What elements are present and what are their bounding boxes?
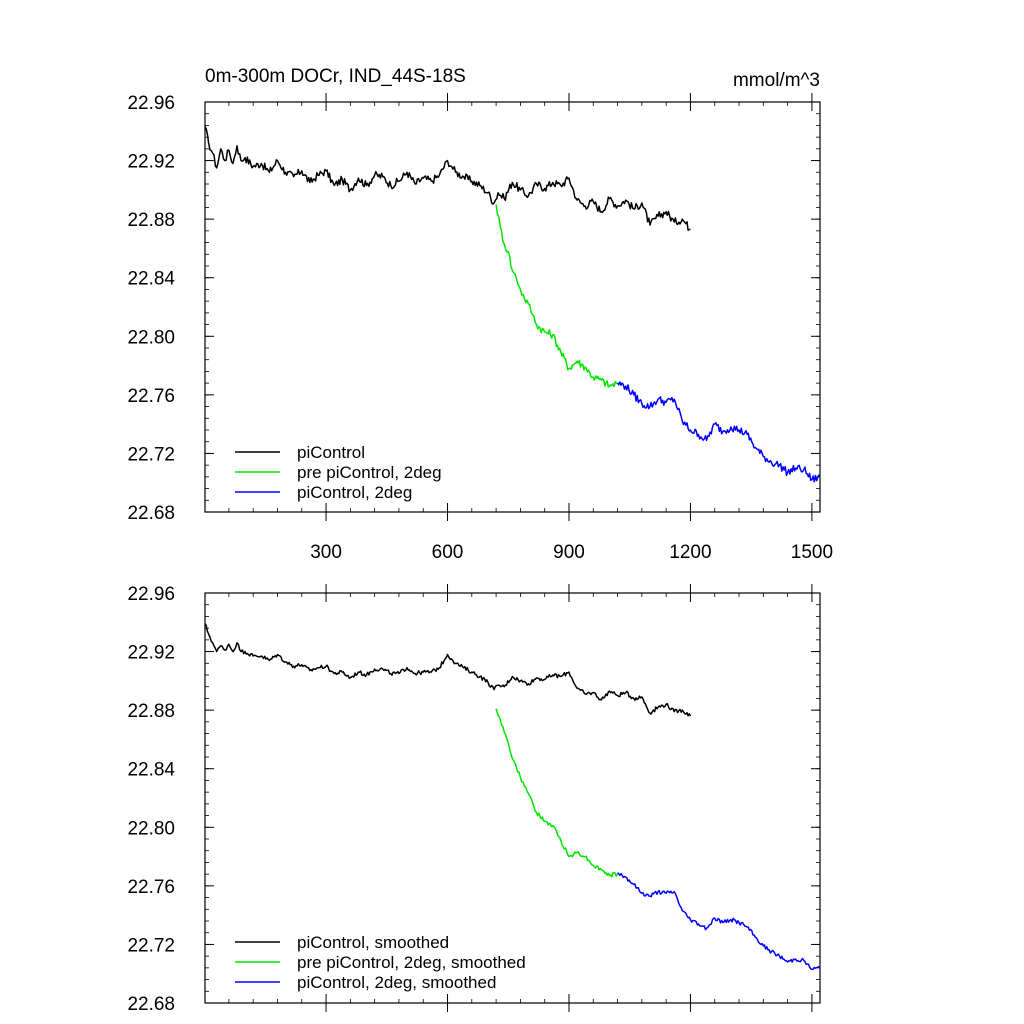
legend-label: piControl, 2deg, smoothed bbox=[297, 973, 496, 992]
bottom-panel: 22.96 22.92 22.88 22.84 22.80 22.76 22.72 22.68… bbox=[127, 584, 821, 1015]
series-line bbox=[616, 381, 821, 483]
x-tick-label: 300 bbox=[310, 542, 342, 563]
y-tick-label: 22.96 bbox=[127, 93, 175, 114]
y-tick-label: 22.68 bbox=[127, 994, 175, 1015]
y-tick-label: 22.68 bbox=[127, 503, 175, 524]
plot-frame bbox=[204, 101, 821, 513]
series-line bbox=[204, 126, 691, 231]
y-tick-label: 22.84 bbox=[127, 760, 175, 781]
y-tick-label: 22.84 bbox=[127, 269, 175, 290]
top-panel: 0m-300m DOCr, IND_44S-18S mmol/m^3 22.96… bbox=[127, 66, 833, 563]
series-line bbox=[495, 708, 619, 878]
y-tick-label: 22.80 bbox=[127, 818, 175, 839]
y-tick-label: 22.88 bbox=[127, 210, 175, 231]
y-tick-label: 22.96 bbox=[127, 584, 175, 605]
y-tick-label: 22.80 bbox=[127, 327, 175, 348]
legend-label: piControl, smoothed bbox=[297, 933, 449, 952]
chart-title: 0m-300m DOCr, IND_44S-18S bbox=[205, 66, 466, 87]
y-tick-label: 22.92 bbox=[127, 152, 175, 173]
y-tick-label: 22.76 bbox=[127, 877, 175, 898]
y-tick-label: 22.72 bbox=[127, 935, 175, 956]
y-tick-label: 22.88 bbox=[127, 701, 175, 722]
series-line bbox=[495, 204, 618, 388]
legend-label: pre piControl, 2deg bbox=[297, 463, 442, 482]
units-label: mmol/m^3 bbox=[733, 70, 820, 91]
x-tick-label: 1500 bbox=[791, 542, 833, 563]
series-line bbox=[204, 623, 692, 717]
y-tick-label: 22.92 bbox=[127, 643, 175, 664]
x-tick-label: 1200 bbox=[669, 542, 711, 563]
y-tick-label: 22.72 bbox=[127, 444, 175, 465]
legend-label: pre piControl, 2deg, smoothed bbox=[297, 953, 526, 972]
x-tick-label: 600 bbox=[432, 542, 464, 563]
plot-frame bbox=[204, 592, 821, 1004]
x-tick-label: 900 bbox=[553, 542, 585, 563]
legend-label: piControl, 2deg bbox=[297, 483, 412, 502]
series-line bbox=[617, 872, 821, 971]
y-tick-label: 22.76 bbox=[127, 386, 175, 407]
legend-label: piControl bbox=[297, 443, 365, 462]
